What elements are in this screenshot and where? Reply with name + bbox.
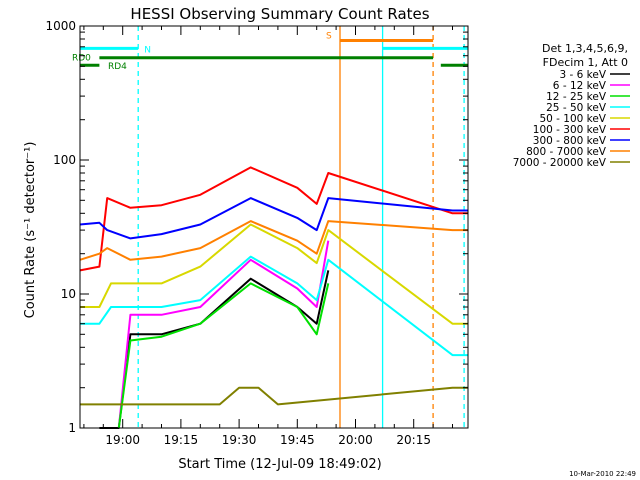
y-axis-label: Count Rate (s⁻¹ detector⁻¹) <box>23 142 38 319</box>
legend-entry-label: 7000 - 20000 keV <box>513 157 607 169</box>
legend: Det 1,3,4,5,6,9,FDecim 1, Att 03 - 6 keV… <box>513 42 630 169</box>
series-line <box>80 223 468 325</box>
x-tick-label: 19:00 <box>105 433 140 447</box>
y-tick-label: 10 <box>61 287 76 301</box>
legend-entry-label: 800 - 7000 keV <box>526 146 607 158</box>
series-line <box>79 166 468 272</box>
series-line <box>79 197 468 240</box>
x-tick-label: 19:45 <box>280 433 315 447</box>
tick-label-layer: 1 10 100 1000 19:00 19:15 19:30 19:45 20:00 20:15 <box>45 19 431 447</box>
x-tick-label: 20:15 <box>396 433 431 447</box>
annotation-label: N <box>144 45 151 55</box>
x-tick-label: 19:15 <box>164 433 199 447</box>
annotation-label: RD4 <box>108 62 127 72</box>
legend-entry-label: 6 - 12 keV <box>553 80 607 92</box>
legend-entry-label: 25 - 50 keV <box>546 102 607 114</box>
legend-entry-label: 3 - 6 keV <box>559 69 606 81</box>
footer-timestamp: 10-Mar-2010 22:49 <box>569 470 636 478</box>
chart-title: HESSI Observing Summary Count Rates <box>130 5 429 23</box>
x-tick-label: 19:30 <box>222 433 257 447</box>
legend-entry-label: 300 - 800 keV <box>533 135 607 147</box>
legend-header: FDecim 1, Att 0 <box>543 56 628 69</box>
data-layer: N S RD0 RD4 <box>72 26 468 429</box>
annotation-label: RD0 <box>72 54 91 64</box>
y-tick-label: 100 <box>53 153 76 167</box>
legend-header: Det 1,3,4,5,6,9, <box>542 42 628 55</box>
annotation-label: S <box>326 32 332 42</box>
axes-layer <box>79 25 469 429</box>
x-tick-label: 20:00 <box>338 433 373 447</box>
legend-entry-label: 100 - 300 keV <box>533 124 607 136</box>
x-axis-label: Start Time (12-Jul-09 18:49:02) <box>178 457 381 472</box>
series-line <box>117 240 330 429</box>
legend-entry-label: 50 - 100 keV <box>539 113 606 125</box>
legend-entry-label: 12 - 25 keV <box>546 91 607 103</box>
y-tick-label: 1 <box>68 421 76 435</box>
y-tick-label: 1000 <box>45 19 76 33</box>
series-line <box>117 282 330 429</box>
plot-frame <box>79 25 469 429</box>
series-line <box>79 220 468 261</box>
series-line <box>80 386 468 406</box>
series-line <box>80 255 468 357</box>
